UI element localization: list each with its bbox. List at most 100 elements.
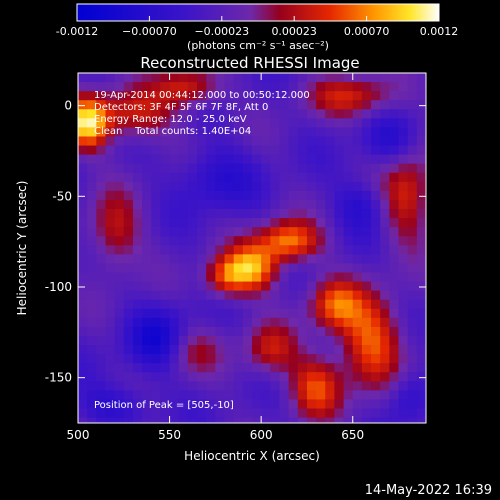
heatmap-cell bbox=[123, 399, 134, 410]
heatmap-cell bbox=[352, 308, 363, 319]
heatmap-cell bbox=[233, 154, 244, 165]
heatmap-cell bbox=[178, 363, 189, 373]
heatmap-cell bbox=[224, 127, 235, 138]
heatmap-cell bbox=[380, 82, 390, 92]
heatmap-cell bbox=[361, 308, 372, 319]
heatmap-cell bbox=[206, 91, 216, 101]
heatmap-cell bbox=[206, 199, 216, 210]
heatmap-cell bbox=[114, 381, 125, 391]
heatmap-cell bbox=[343, 363, 354, 373]
heatmap-cell bbox=[215, 326, 226, 337]
heatmap-cell bbox=[142, 263, 152, 274]
heatmap-cell bbox=[87, 381, 97, 391]
heatmap-cell bbox=[306, 281, 317, 292]
heatmap-cell bbox=[114, 91, 125, 101]
heatmap-cell bbox=[78, 299, 88, 310]
heatmap-cell bbox=[361, 236, 372, 246]
heatmap-cell bbox=[123, 190, 134, 201]
heatmap-cell bbox=[352, 254, 363, 265]
heatmap-cell bbox=[160, 281, 171, 292]
heatmap-cell bbox=[123, 408, 134, 419]
heatmap-cell bbox=[123, 172, 134, 183]
heatmap-cell bbox=[160, 254, 171, 265]
heatmap-cell bbox=[371, 181, 381, 192]
heatmap-cell bbox=[398, 281, 409, 292]
heatmap-cell bbox=[297, 209, 308, 219]
heatmap-cell bbox=[96, 172, 107, 183]
heatmap-cell bbox=[206, 82, 216, 92]
heatmap-cell bbox=[389, 172, 400, 183]
heatmap-cell bbox=[233, 417, 244, 423]
heatmap-cell bbox=[224, 263, 235, 274]
heatmap-cell bbox=[215, 308, 226, 319]
heatmap-cell bbox=[407, 272, 418, 283]
heatmap-cell bbox=[242, 335, 253, 346]
heatmap-cell bbox=[297, 163, 308, 174]
heatmap-cell bbox=[178, 326, 189, 337]
heatmap-cell bbox=[279, 317, 290, 328]
heatmap-cell bbox=[169, 326, 180, 337]
heatmap-cell bbox=[151, 163, 162, 174]
heatmap-cell bbox=[87, 172, 97, 183]
heatmap-cell bbox=[242, 281, 253, 292]
heatmap-cell bbox=[197, 381, 207, 391]
heatmap-cell bbox=[288, 417, 299, 423]
heatmap-cell bbox=[87, 82, 97, 92]
heatmap-cell bbox=[261, 118, 271, 129]
heatmap-cell bbox=[252, 136, 262, 147]
heatmap-cell bbox=[187, 390, 198, 401]
heatmap-cell bbox=[288, 326, 299, 337]
heatmap-cell bbox=[169, 335, 180, 346]
heatmap-cell bbox=[389, 417, 400, 423]
heatmap-cell bbox=[361, 199, 372, 210]
heatmap-cell bbox=[343, 245, 354, 255]
heatmap-cell bbox=[279, 199, 290, 210]
heatmap-cell bbox=[242, 218, 253, 228]
heatmap-cell bbox=[352, 154, 363, 165]
heatmap-cell bbox=[398, 326, 409, 337]
heatmap-cell bbox=[78, 181, 88, 192]
heatmap-cell bbox=[142, 73, 152, 83]
heatmap-cell bbox=[123, 109, 134, 119]
heatmap-cell bbox=[224, 145, 235, 156]
plot-area: 500 550 600 650 0-50-100-150 bbox=[45, 72, 427, 442]
heatmap-cell bbox=[78, 317, 88, 328]
heatmap-cell bbox=[252, 263, 262, 274]
heatmap-cell bbox=[297, 172, 308, 183]
heatmap-cell bbox=[87, 127, 97, 138]
heatmap-cell bbox=[279, 335, 290, 346]
heatmap-cell bbox=[242, 354, 253, 364]
heatmap-cell bbox=[261, 209, 271, 219]
heatmap-cell bbox=[206, 354, 216, 364]
heatmap-cell bbox=[398, 272, 409, 283]
heatmap-cell bbox=[270, 354, 281, 364]
heatmap-cell bbox=[105, 308, 116, 319]
heatmap-cell bbox=[288, 254, 299, 265]
heatmap-cell bbox=[96, 245, 107, 255]
heatmap-cell bbox=[215, 408, 226, 419]
heatmap-cell bbox=[270, 82, 281, 92]
heatmap-cell bbox=[352, 399, 363, 410]
heatmap-cell bbox=[371, 127, 381, 138]
heatmap-cell bbox=[114, 363, 125, 373]
heatmap-cell bbox=[105, 335, 116, 346]
heatmap-cell bbox=[270, 118, 281, 129]
heatmap-cell bbox=[371, 254, 381, 265]
heatmap-cell bbox=[270, 181, 281, 192]
heatmap-cell bbox=[187, 145, 198, 156]
heatmap-cell bbox=[361, 136, 372, 147]
heatmap-cell bbox=[261, 172, 271, 183]
heatmap-cell bbox=[334, 363, 345, 373]
heatmap-cell bbox=[132, 372, 143, 382]
heatmap-cell bbox=[160, 136, 171, 147]
heatmap-cell bbox=[96, 254, 107, 265]
heatmap-cell bbox=[371, 218, 381, 228]
heatmap-cell bbox=[197, 118, 207, 129]
heatmap-cell bbox=[87, 73, 97, 83]
heatmap-cell bbox=[160, 199, 171, 210]
heatmap-cell bbox=[389, 127, 400, 138]
heatmap-cell bbox=[288, 136, 299, 147]
heatmap-cell bbox=[169, 299, 180, 310]
heatmap-cell bbox=[215, 218, 226, 228]
heatmap-cell bbox=[261, 154, 271, 165]
